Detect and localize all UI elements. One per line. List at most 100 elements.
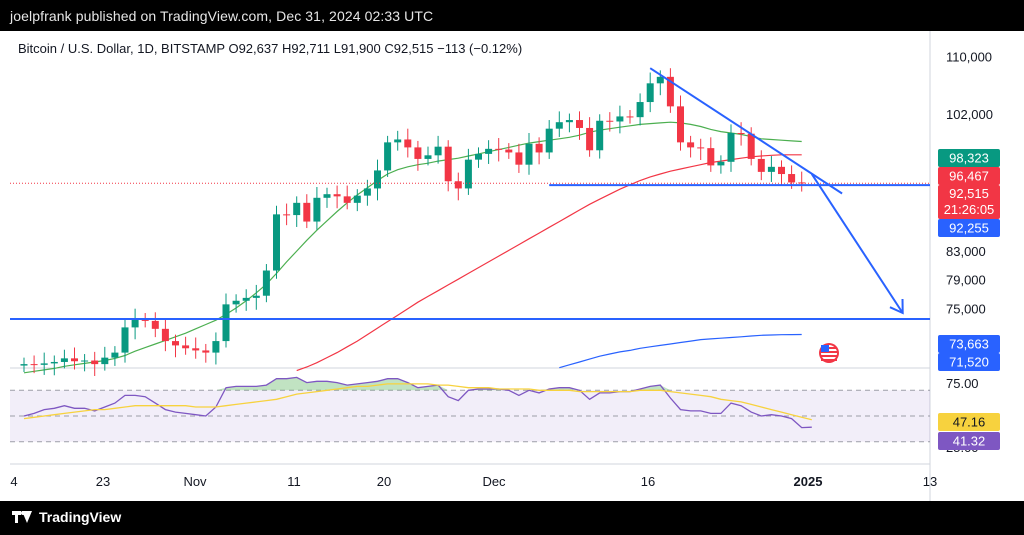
candle-body	[222, 304, 230, 342]
candle-body	[293, 202, 301, 216]
time-tick-label: 4	[10, 474, 17, 489]
price-label: 96,467	[949, 169, 989, 184]
tradingview-footer[interactable]: TradingView	[12, 507, 121, 527]
candle-body	[475, 153, 482, 160]
candle-body	[242, 297, 250, 301]
rsi-value-label-bg	[938, 413, 1000, 431]
price-label-bg	[938, 219, 1000, 237]
moving-average-line	[296, 154, 802, 372]
time-tick-label: 16	[641, 474, 655, 489]
candle-body	[202, 350, 210, 353]
candle-body	[30, 364, 38, 366]
candle-body	[172, 341, 179, 346]
candle-body	[707, 148, 715, 166]
candle-body	[596, 120, 604, 151]
candle-body	[424, 155, 432, 159]
chart-canvas[interactable]: Bitcoin / U.S. Dollar, 1D, BITSTAMP O92,…	[0, 31, 1024, 501]
price-label: 71,520	[949, 355, 989, 370]
us-flag-icon	[819, 343, 839, 363]
price-label-bg	[938, 149, 1000, 167]
candle-body	[687, 142, 695, 148]
candle-body	[121, 327, 129, 353]
candle-body	[394, 139, 402, 143]
rsi-value-label: 47.16	[953, 415, 986, 430]
candle-body	[515, 152, 523, 165]
candle-body	[262, 270, 270, 296]
candle-body	[323, 194, 331, 198]
candle-body	[464, 159, 472, 189]
candle-body	[565, 120, 573, 123]
candle-body	[212, 341, 220, 353]
tradingview-brand: TradingView	[39, 509, 122, 525]
price-label: 98,323	[949, 151, 989, 166]
chart-frame[interactable]: Bitcoin / U.S. Dollar, 1D, BITSTAMP O92,…	[0, 31, 1024, 501]
chart-legend: Bitcoin / U.S. Dollar, 1D, BITSTAMP O92,…	[18, 41, 522, 56]
candle-body	[444, 146, 452, 182]
price-label-bg	[938, 167, 1000, 185]
rsi-value-label: 41.32	[953, 434, 986, 449]
descending-trendline	[649, 67, 843, 195]
candle-body	[333, 194, 341, 197]
candle-body	[576, 120, 583, 128]
candle-body	[303, 202, 311, 222]
candle-body	[283, 214, 291, 216]
time-tick-label: Nov	[183, 474, 207, 489]
last-price-badge-bg	[938, 185, 1000, 219]
price-tick-label: 110,000	[946, 49, 992, 64]
candle-body	[525, 143, 533, 165]
candle-body	[414, 147, 422, 159]
candle-body	[273, 214, 280, 271]
candle-body	[717, 161, 725, 166]
candle-body	[737, 133, 745, 134]
time-tick-label: 13	[923, 474, 937, 489]
candle-body	[485, 148, 493, 154]
price-tick-label: 83,000	[946, 244, 986, 259]
rsi-value-label-bg	[938, 432, 1000, 450]
candle-body	[798, 182, 806, 184]
candle-body	[131, 319, 139, 328]
rsi-line	[23, 376, 812, 429]
price-tick-label: 102,000	[946, 107, 993, 122]
candle-body	[747, 133, 755, 159]
tradingview-logo-icon	[12, 511, 32, 523]
price-label-bg	[938, 335, 1000, 353]
candle-body	[495, 148, 503, 150]
candle-body	[646, 83, 654, 103]
candle-body	[50, 361, 58, 364]
candle-body	[343, 196, 351, 203]
candle-body	[374, 170, 381, 189]
last-price-label: 92,515	[949, 186, 989, 201]
candle-body	[778, 166, 785, 175]
candle-body	[788, 174, 796, 183]
candle-body	[656, 76, 664, 84]
candle-body	[20, 364, 28, 366]
time-tick-label: 2025	[794, 474, 823, 489]
candle-body	[505, 149, 513, 153]
projection-arrow-head	[889, 298, 904, 315]
candle-body	[586, 127, 594, 151]
price-label: 73,663	[949, 337, 989, 352]
candle-body	[616, 116, 624, 122]
candle-body	[666, 76, 674, 107]
candle-body	[101, 357, 109, 365]
candle-body	[555, 122, 563, 129]
candle-body	[363, 188, 371, 196]
candle-body	[545, 128, 553, 153]
time-tick-label: 20	[377, 474, 391, 489]
candle-body	[535, 143, 543, 153]
candle-body	[636, 102, 644, 118]
price-label-bg	[938, 353, 1000, 371]
candle-body	[161, 328, 169, 342]
candle-body	[71, 358, 78, 362]
candle-body	[727, 133, 735, 162]
candle-body	[767, 166, 775, 172]
candle-body	[111, 352, 119, 358]
time-tick-label: 23	[96, 474, 110, 489]
candle-body	[606, 120, 614, 122]
countdown-label: 21:26:05	[944, 202, 995, 217]
price-label: 92,255	[949, 221, 989, 236]
candle-body	[626, 116, 634, 118]
rsi-ma-line	[23, 383, 812, 421]
moving-average-line	[559, 333, 802, 369]
candle-body	[404, 139, 412, 148]
